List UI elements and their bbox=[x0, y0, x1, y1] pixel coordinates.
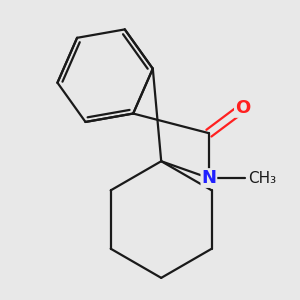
Text: CH₃: CH₃ bbox=[248, 170, 277, 185]
Text: O: O bbox=[235, 99, 250, 117]
Text: N: N bbox=[201, 169, 216, 187]
